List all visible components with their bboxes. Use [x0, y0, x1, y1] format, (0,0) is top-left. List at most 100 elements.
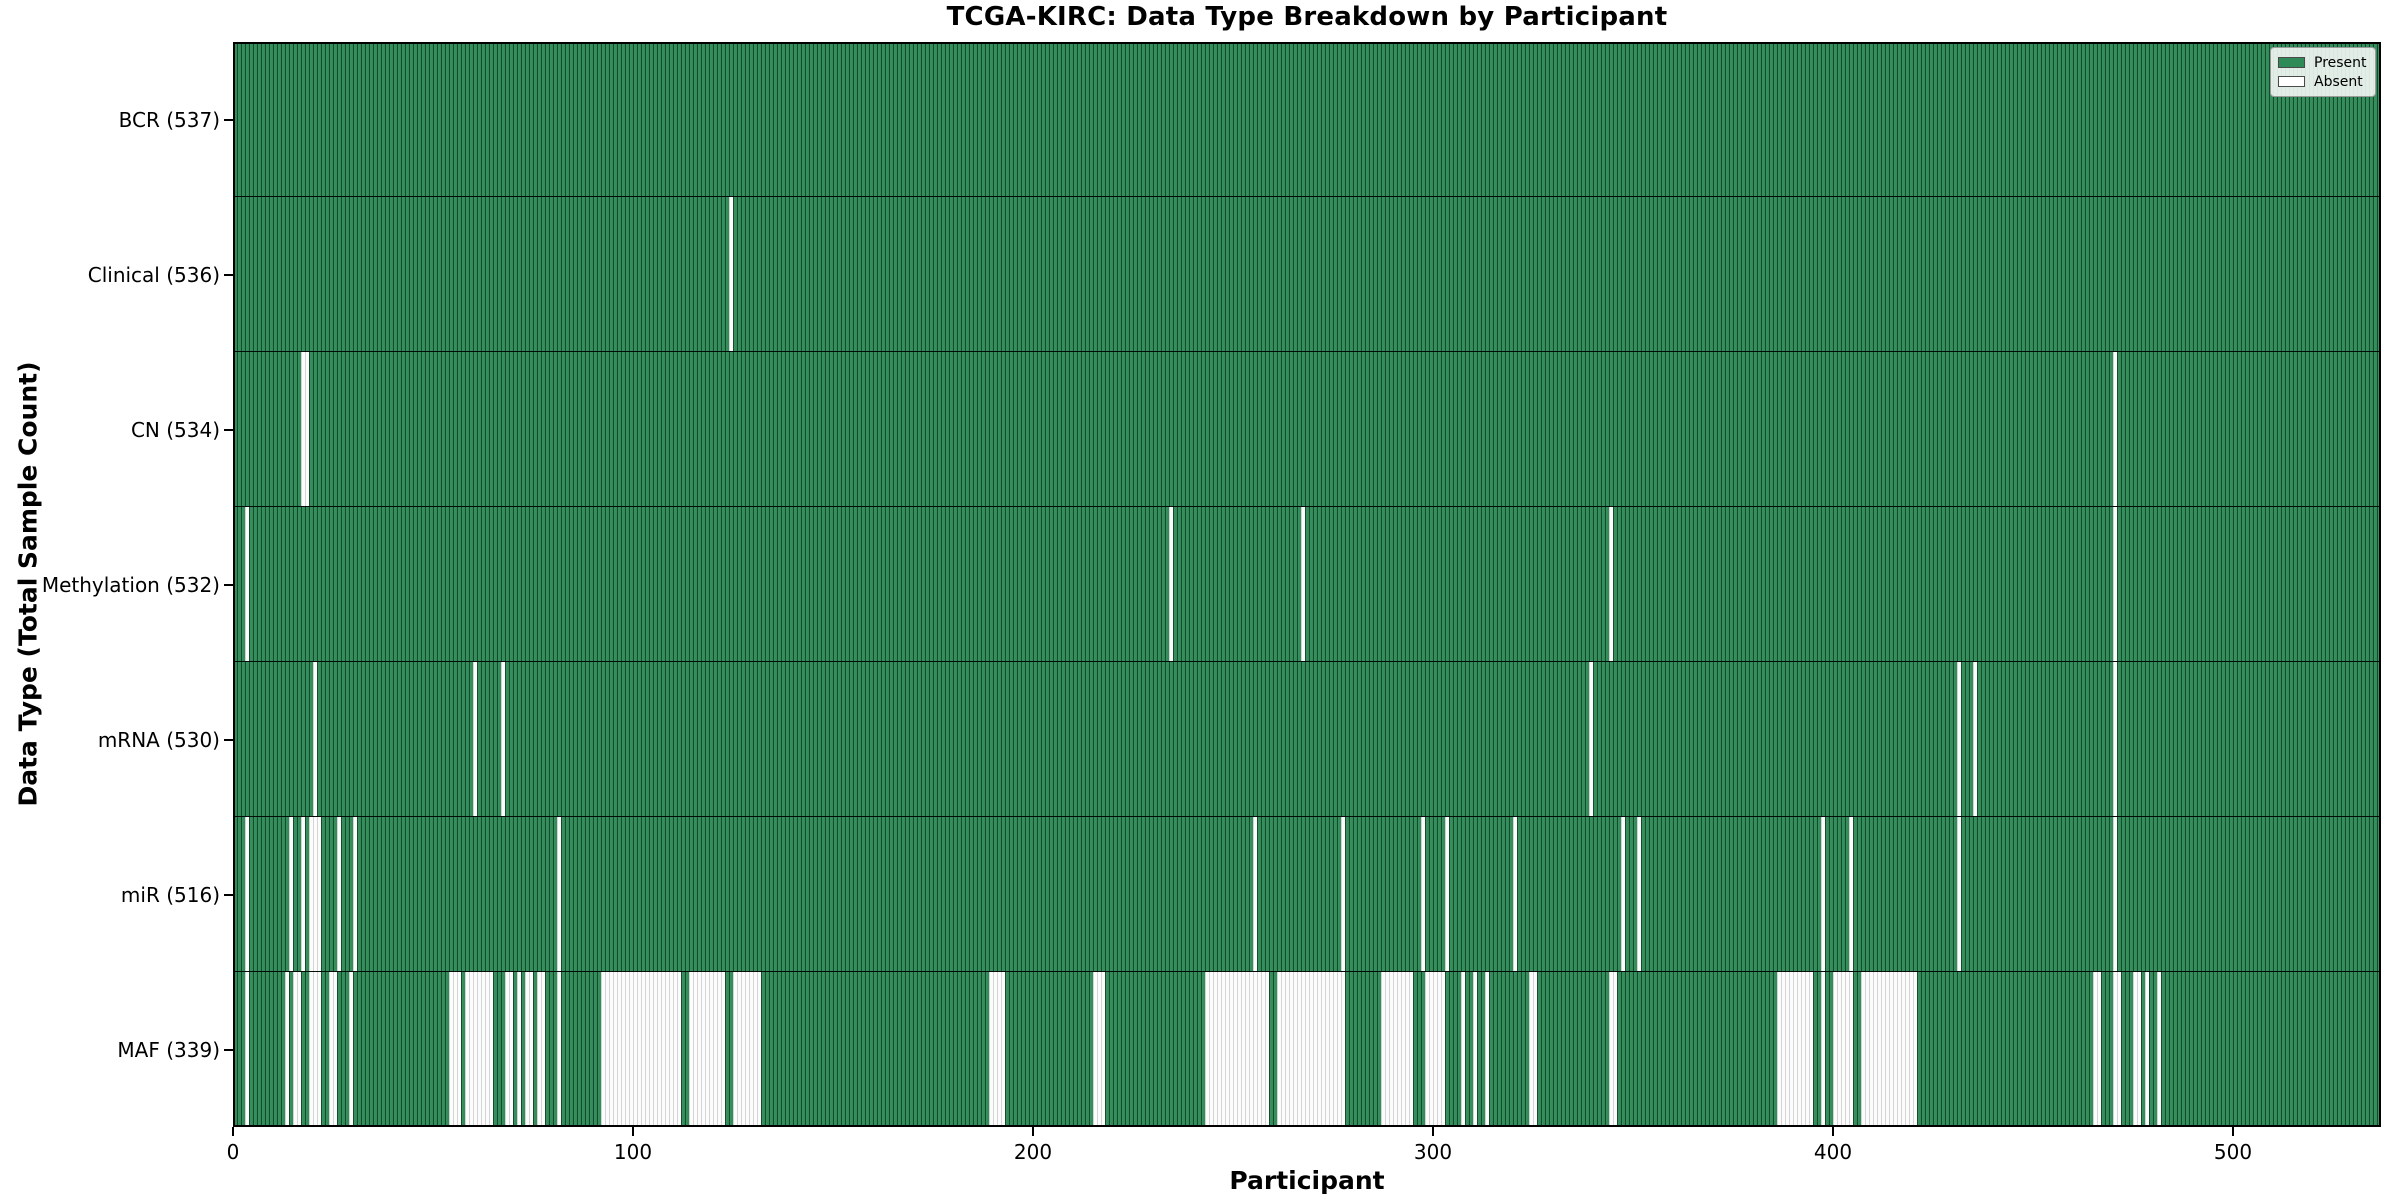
xtick-label-300: 300	[1413, 1140, 1453, 1164]
absent-gap	[505, 972, 513, 1127]
ytick-label-bcr: BCR (537)	[118, 107, 220, 132]
absent-gap	[309, 817, 321, 971]
absent-gap	[1957, 817, 1961, 971]
absent-gap	[245, 972, 249, 1127]
absent-gap	[1253, 817, 1257, 971]
ytick-mark	[224, 893, 233, 896]
row-maf	[233, 972, 2381, 1127]
absent-gap	[2133, 972, 2141, 1127]
row-clinical	[233, 197, 2381, 352]
absent-gap	[245, 507, 249, 661]
row-mir	[233, 817, 2381, 972]
absent-gap	[1169, 507, 1173, 661]
ytick-mark	[224, 118, 233, 121]
ytick-mark	[224, 1048, 233, 1051]
absent-gap	[1381, 972, 1413, 1127]
absent-gap	[557, 972, 561, 1127]
ytick-label-cn: CN (534)	[130, 417, 220, 442]
absent-gap	[1621, 817, 1625, 971]
absent-gap	[329, 972, 337, 1127]
absent-gap	[501, 662, 505, 816]
absent-gap	[2113, 507, 2117, 661]
legend-entry-absent: Absent	[2278, 72, 2368, 91]
absent-gap	[465, 972, 493, 1127]
absent-gap	[989, 972, 1005, 1127]
ytick-label-clinical: Clinical (536)	[87, 262, 220, 287]
present-swatch-icon	[2278, 57, 2305, 68]
absent-gap	[1821, 817, 1825, 971]
absent-gap	[517, 972, 521, 1127]
absent-gap	[1341, 817, 1345, 971]
absent-gap	[313, 662, 317, 816]
legend-label-present: Present	[2314, 54, 2367, 71]
absent-gap	[1485, 972, 1489, 1127]
absent-gap	[2113, 352, 2117, 506]
absent-gap	[285, 972, 289, 1127]
absent-gap	[1589, 662, 1593, 816]
xtick-label-0: 0	[226, 1140, 240, 1164]
xtick-mark	[2232, 1127, 2234, 1136]
absent-gap	[1473, 972, 1477, 1127]
absent-gap	[473, 662, 477, 816]
absent-gap	[1973, 662, 1977, 816]
xtick-label-500: 500	[2213, 1140, 2253, 1164]
absent-gap	[1861, 972, 1917, 1127]
absent-gap	[1849, 817, 1853, 971]
ytick-label-mrna: mRNA (530)	[97, 727, 220, 752]
ytick-mark	[224, 738, 233, 741]
absent-gap	[2113, 972, 2121, 1127]
absent-gap	[1461, 972, 1465, 1127]
absent-gap	[1957, 662, 1961, 816]
absent-gap	[1529, 972, 1537, 1127]
absent-gap	[1421, 817, 1425, 971]
absent-gap	[537, 972, 545, 1127]
y-axis-title: Data Type (Total Sample Count)	[13, 361, 43, 807]
absent-gap	[349, 972, 353, 1127]
xtick-label-200: 200	[1013, 1140, 1053, 1164]
absent-gap	[733, 972, 761, 1127]
absent-gap	[301, 817, 305, 971]
xtick-mark	[632, 1127, 634, 1136]
ytick-label-maf: MAF (339)	[117, 1037, 220, 1062]
ytick-mark	[224, 273, 233, 276]
absent-gap	[1637, 817, 1641, 971]
xtick-mark	[232, 1127, 234, 1136]
absent-gap	[1513, 817, 1517, 971]
row-methylation	[233, 507, 2381, 662]
legend-label-absent: Absent	[2314, 73, 2363, 90]
absent-gap	[2157, 972, 2161, 1127]
absent-gap	[1277, 972, 1345, 1127]
absent-gap	[2145, 972, 2149, 1127]
absent-gap	[2113, 817, 2117, 971]
absent-gap	[309, 972, 321, 1127]
row-mrna	[233, 662, 2381, 817]
legend-entry-present: Present	[2278, 53, 2368, 72]
absent-gap	[337, 817, 341, 971]
xtick-mark	[1032, 1127, 1034, 1136]
xtick-mark	[1832, 1127, 1834, 1136]
absent-gap	[1777, 972, 1813, 1127]
absent-gap	[1445, 817, 1449, 971]
absent-gap	[525, 972, 533, 1127]
absent-gap	[601, 972, 681, 1127]
absent-gap	[1301, 507, 1305, 661]
absent-gap	[245, 817, 249, 971]
absent-gap	[293, 972, 301, 1127]
absent-gap	[2093, 972, 2101, 1127]
absent-gap	[301, 352, 309, 506]
ytick-mark	[224, 428, 233, 431]
row-cn	[233, 352, 2381, 507]
absent-gap	[1833, 972, 1853, 1127]
absent-gap	[1425, 972, 1445, 1127]
xtick-label-400: 400	[1813, 1140, 1853, 1164]
absent-gap	[729, 197, 733, 351]
absent-gap	[689, 972, 725, 1127]
ytick-label-mir: miR (516)	[120, 882, 220, 907]
ytick-label-methylation: Methylation (532)	[41, 572, 220, 597]
absent-gap	[2113, 662, 2117, 816]
absent-gap	[1205, 972, 1269, 1127]
absent-gap	[1821, 972, 1825, 1127]
ytick-mark	[224, 583, 233, 586]
absent-gap	[1609, 972, 1617, 1127]
